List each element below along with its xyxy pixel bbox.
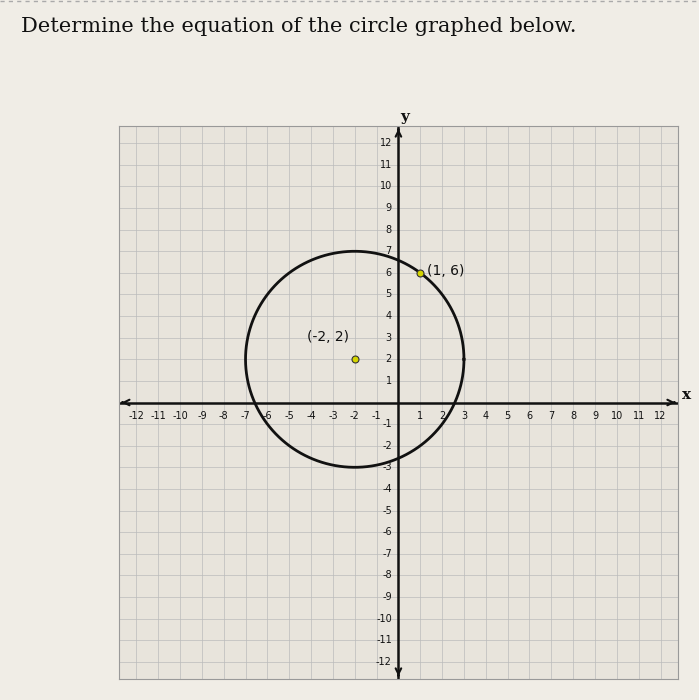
- Text: -8: -8: [219, 411, 229, 421]
- Text: -4: -4: [382, 484, 392, 494]
- Text: -9: -9: [197, 411, 207, 421]
- Text: 6: 6: [526, 411, 533, 421]
- Text: 12: 12: [380, 139, 392, 148]
- Text: 5: 5: [386, 290, 392, 300]
- Text: -3: -3: [382, 462, 392, 472]
- Text: 3: 3: [386, 332, 392, 343]
- Text: Determine the equation of the circle graphed below.: Determine the equation of the circle gra…: [21, 18, 577, 36]
- Text: (-2, 2): (-2, 2): [308, 330, 350, 344]
- Text: -9: -9: [382, 592, 392, 602]
- Text: 4: 4: [386, 311, 392, 321]
- Text: 3: 3: [461, 411, 467, 421]
- Text: 8: 8: [386, 225, 392, 235]
- Text: -5: -5: [284, 411, 294, 421]
- Text: -2: -2: [382, 441, 392, 451]
- Text: 7: 7: [548, 411, 554, 421]
- Text: 10: 10: [380, 181, 392, 192]
- Text: -11: -11: [150, 411, 166, 421]
- Text: -8: -8: [382, 570, 392, 580]
- Text: -6: -6: [263, 411, 272, 421]
- Text: 11: 11: [380, 160, 392, 170]
- Text: 6: 6: [386, 268, 392, 278]
- Text: -10: -10: [172, 411, 188, 421]
- Text: -2: -2: [350, 411, 359, 421]
- Text: -1: -1: [382, 419, 392, 429]
- Text: -1: -1: [372, 411, 382, 421]
- Text: 12: 12: [654, 411, 667, 421]
- Text: 1: 1: [417, 411, 424, 421]
- Text: -7: -7: [240, 411, 250, 421]
- Text: -12: -12: [376, 657, 392, 666]
- Text: -6: -6: [382, 527, 392, 537]
- Text: y: y: [401, 110, 410, 124]
- Text: 2: 2: [386, 354, 392, 364]
- Text: 9: 9: [592, 411, 598, 421]
- Text: (1, 6): (1, 6): [427, 264, 464, 278]
- Text: -3: -3: [328, 411, 338, 421]
- Text: -12: -12: [129, 411, 144, 421]
- Text: 11: 11: [633, 411, 645, 421]
- Text: 5: 5: [505, 411, 511, 421]
- Text: 8: 8: [570, 411, 576, 421]
- Text: 4: 4: [483, 411, 489, 421]
- Text: -10: -10: [376, 613, 392, 624]
- Text: -5: -5: [382, 505, 392, 515]
- Text: 2: 2: [439, 411, 445, 421]
- Text: x: x: [682, 388, 691, 402]
- Text: 10: 10: [611, 411, 623, 421]
- Text: 9: 9: [386, 203, 392, 213]
- Text: -7: -7: [382, 549, 392, 559]
- Text: -11: -11: [376, 635, 392, 645]
- Text: 7: 7: [386, 246, 392, 256]
- Text: -4: -4: [306, 411, 316, 421]
- Text: 1: 1: [386, 376, 392, 386]
